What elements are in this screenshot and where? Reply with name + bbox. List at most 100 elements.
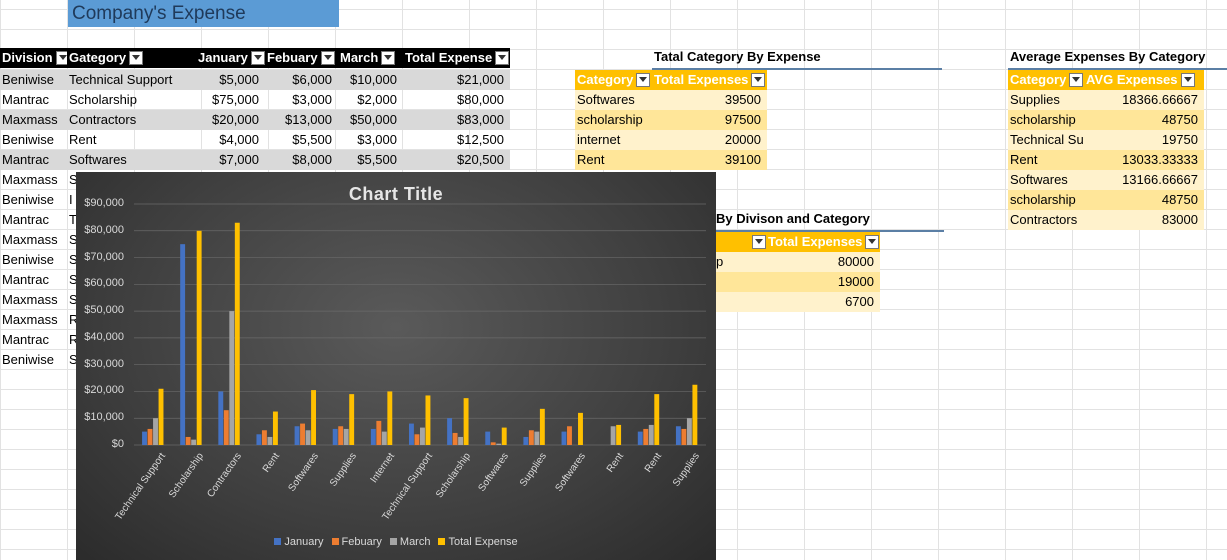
- pivot3-cell[interactable]: scholarship: [1008, 110, 1084, 130]
- table-cell[interactable]: $7,000: [196, 150, 265, 170]
- legend-item[interactable]: Febuary: [331, 536, 382, 548]
- table-cell[interactable]: $5,000: [196, 70, 265, 90]
- bar-march[interactable]: [381, 431, 387, 445]
- table-cell[interactable]: I: [69, 192, 73, 207]
- bar-febuary[interactable]: [643, 428, 649, 445]
- table-cell[interactable]: Mantrac: [2, 92, 49, 107]
- bar-febuary[interactable]: [414, 434, 420, 445]
- filter-dropdown-icon[interactable]: [1180, 72, 1195, 87]
- pivot3-cell[interactable]: 19750: [1084, 130, 1204, 150]
- table-cell[interactable]: Maxmass: [0, 110, 67, 130]
- table-cell[interactable]: Beniwise: [2, 352, 55, 367]
- bar-febuary[interactable]: [261, 430, 267, 445]
- bar-january[interactable]: [294, 426, 300, 445]
- bar-febuary[interactable]: [338, 426, 344, 445]
- table-cell[interactable]: R: [69, 312, 79, 327]
- pivot3-cell[interactable]: 13166.66667: [1084, 170, 1204, 190]
- table-cell[interactable]: $50,000: [338, 110, 403, 130]
- table-cell[interactable]: S: [69, 252, 78, 267]
- pivot3-cell[interactable]: Rent: [1008, 150, 1084, 170]
- bar-febuary[interactable]: [147, 428, 153, 445]
- table-cell[interactable]: $13,000: [265, 110, 338, 130]
- legend-item[interactable]: Total Expense: [438, 536, 518, 548]
- pivot2-cell[interactable]: [716, 272, 766, 292]
- table-cell[interactable]: Beniwise: [2, 192, 55, 207]
- table-cell[interactable]: Maxmass: [2, 172, 58, 187]
- bar-january[interactable]: [256, 434, 262, 445]
- table-cell[interactable]: R: [69, 332, 79, 347]
- bar-total-expense[interactable]: [578, 412, 583, 445]
- bar-total-expense[interactable]: [692, 384, 698, 445]
- filter-dropdown-icon[interactable]: [129, 50, 144, 65]
- pivot3-cell[interactable]: 18366.66667: [1084, 90, 1204, 110]
- bar-febuary[interactable]: [223, 410, 229, 445]
- filter-dropdown-icon[interactable]: [751, 72, 766, 87]
- table-cell[interactable]: $12,500: [457, 132, 504, 147]
- pivot2-cell[interactable]: 80000: [766, 252, 880, 272]
- table-cell[interactable]: Beniwise: [2, 132, 55, 147]
- bar-total-expense[interactable]: [196, 230, 202, 445]
- bar-march[interactable]: [648, 424, 654, 445]
- bar-january[interactable]: [675, 426, 681, 445]
- table-cell[interactable]: Mantrac: [2, 332, 49, 347]
- bar-total-expense[interactable]: [654, 394, 660, 445]
- bar-march[interactable]: [610, 426, 616, 445]
- bar-january[interactable]: [561, 431, 567, 445]
- table-cell[interactable]: $4,000: [219, 132, 259, 147]
- table-cell[interactable]: S: [69, 352, 78, 367]
- bar-march[interactable]: [458, 436, 464, 445]
- bar-febuary[interactable]: [490, 442, 496, 445]
- table-cell[interactable]: $80,000: [457, 92, 504, 107]
- bar-march[interactable]: [305, 430, 311, 445]
- pivot3-cell[interactable]: Softwares: [1008, 170, 1084, 190]
- bar-january[interactable]: [637, 431, 643, 445]
- pivot1-cell[interactable]: 97500: [652, 110, 767, 130]
- table-cell[interactable]: $8,000: [265, 150, 338, 170]
- table-cell[interactable]: $3,000: [292, 92, 332, 107]
- bar-january[interactable]: [142, 431, 147, 445]
- table-cell[interactable]: $20,000: [196, 110, 265, 130]
- legend-item[interactable]: March: [389, 536, 430, 548]
- pivot1-header[interactable]: Total Expenses: [652, 70, 767, 90]
- filter-dropdown-icon[interactable]: [320, 50, 335, 65]
- table-cell[interactable]: $83,000: [403, 110, 510, 130]
- table-cell[interactable]: $20,500: [403, 150, 510, 170]
- pivot2-cell[interactable]: [716, 292, 766, 312]
- table-cell[interactable]: Maxmass: [2, 292, 58, 307]
- pivot2-cell[interactable]: p: [716, 252, 766, 272]
- table-cell[interactable]: Scholarship: [69, 92, 137, 107]
- table-cell[interactable]: $21,000: [403, 70, 510, 90]
- bar-march[interactable]: [267, 436, 273, 445]
- table-cell[interactable]: Maxmass: [2, 312, 58, 327]
- table-cell[interactable]: Rent: [69, 132, 97, 147]
- bar-total-expense[interactable]: [158, 388, 164, 445]
- table-cell[interactable]: S: [69, 232, 78, 247]
- column-header[interactable]: Division: [0, 48, 67, 68]
- bar-febuary[interactable]: [376, 420, 382, 445]
- bar-total-expense[interactable]: [425, 395, 431, 445]
- filter-dropdown-icon[interactable]: [865, 234, 880, 249]
- filter-dropdown-icon[interactable]: [55, 50, 67, 65]
- bar-january[interactable]: [332, 428, 338, 445]
- column-header[interactable]: Febuary: [265, 48, 338, 68]
- filter-dropdown-icon[interactable]: [752, 234, 766, 249]
- table-cell[interactable]: Softwares: [67, 150, 196, 170]
- bar-march[interactable]: [229, 311, 235, 445]
- pivot1-cell[interactable]: 20000: [652, 130, 767, 150]
- pivot3-cell[interactable]: 83000: [1084, 210, 1204, 230]
- table-cell[interactable]: Technical Support: [67, 70, 196, 90]
- table-cell[interactable]: S: [69, 272, 78, 287]
- table-cell[interactable]: $6,000: [265, 70, 338, 90]
- bar-march[interactable]: [496, 443, 502, 445]
- pivot3-cell[interactable]: Technical Su: [1008, 130, 1084, 150]
- bar-total-expense[interactable]: [234, 222, 240, 445]
- pivot2-cell[interactable]: 6700: [766, 292, 880, 312]
- bar-march[interactable]: [191, 439, 197, 445]
- bar-january[interactable]: [447, 418, 453, 445]
- table-cell[interactable]: $75,000: [212, 92, 259, 107]
- table-cell[interactable]: T: [69, 212, 77, 227]
- pivot1-cell[interactable]: Softwares: [575, 90, 652, 110]
- column-header[interactable]: Gategory: [67, 48, 196, 68]
- filter-dropdown-icon[interactable]: [1069, 72, 1084, 87]
- bar-total-expense[interactable]: [272, 411, 278, 445]
